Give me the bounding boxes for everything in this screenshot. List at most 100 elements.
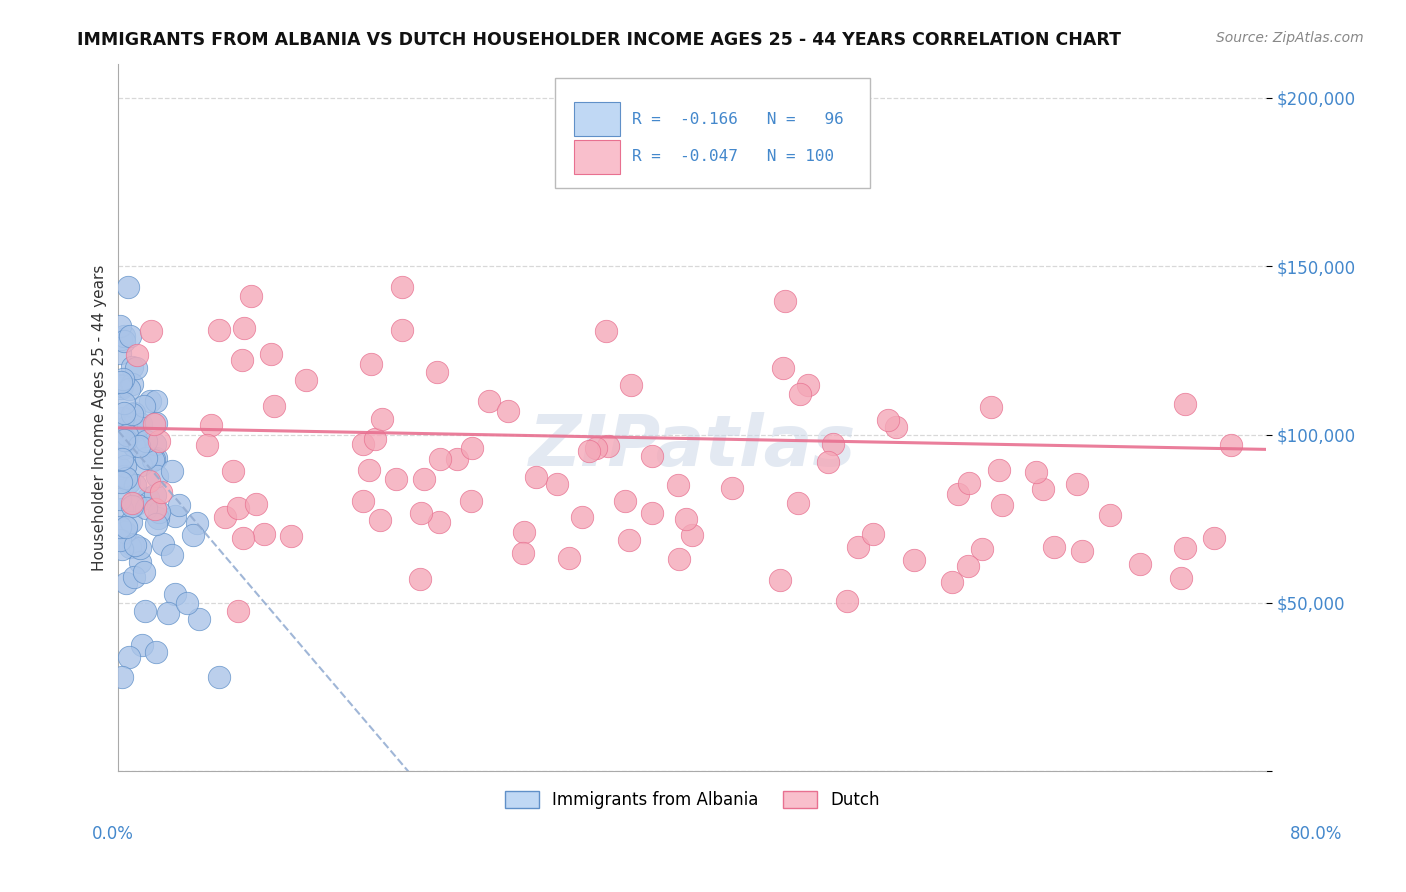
Point xyxy=(111,378,134,392)
Point xyxy=(115,520,138,534)
Point xyxy=(118,540,141,554)
Point xyxy=(162,549,184,563)
Point xyxy=(127,349,149,363)
Point xyxy=(1174,541,1197,556)
Point xyxy=(135,450,157,465)
Point xyxy=(352,494,374,508)
Text: Source: ZipAtlas.com: Source: ZipAtlas.com xyxy=(1216,31,1364,45)
Point xyxy=(110,375,132,389)
Point xyxy=(817,454,839,468)
Point xyxy=(114,434,136,448)
Point xyxy=(558,551,581,566)
Point xyxy=(846,541,869,555)
Point xyxy=(152,537,174,551)
Text: R =  -0.047   N = 100: R = -0.047 N = 100 xyxy=(631,149,834,164)
Point xyxy=(150,484,173,499)
Point xyxy=(110,381,132,395)
Point xyxy=(617,533,640,548)
FancyBboxPatch shape xyxy=(554,78,870,188)
Point xyxy=(111,542,134,557)
Point xyxy=(114,459,136,474)
Point xyxy=(115,428,138,442)
Point xyxy=(578,443,600,458)
Point xyxy=(641,450,664,464)
Point xyxy=(112,395,135,409)
Point xyxy=(108,345,131,359)
Point xyxy=(115,419,138,434)
Point xyxy=(941,574,963,589)
Point xyxy=(595,324,617,338)
Point xyxy=(460,494,482,508)
Point xyxy=(571,509,593,524)
Point xyxy=(1174,397,1197,411)
Point xyxy=(139,324,162,338)
FancyBboxPatch shape xyxy=(574,103,620,136)
Point xyxy=(135,434,157,449)
Point xyxy=(143,437,166,451)
Point xyxy=(118,475,141,489)
Point xyxy=(786,496,808,510)
Point xyxy=(280,529,302,543)
Point xyxy=(117,650,139,665)
Point xyxy=(110,332,132,346)
Point xyxy=(125,497,148,511)
Point xyxy=(384,472,406,486)
Point xyxy=(232,531,254,545)
Point xyxy=(114,525,136,540)
Text: 80.0%: 80.0% xyxy=(1291,825,1343,843)
Point xyxy=(585,441,607,455)
Point xyxy=(957,558,980,573)
Point xyxy=(112,406,135,420)
Point xyxy=(980,400,1002,414)
Point xyxy=(143,488,166,502)
Point xyxy=(124,538,146,552)
Point xyxy=(121,408,143,422)
Point xyxy=(1129,557,1152,571)
Point xyxy=(546,477,568,491)
Point xyxy=(115,433,138,447)
Point xyxy=(124,360,146,375)
Point xyxy=(165,509,187,524)
Point xyxy=(125,423,148,437)
Point xyxy=(135,500,157,515)
Point xyxy=(1032,482,1054,496)
Point xyxy=(1219,437,1241,451)
Point xyxy=(835,593,858,607)
Point xyxy=(112,469,135,483)
Point xyxy=(128,439,150,453)
Point xyxy=(136,491,159,505)
Point xyxy=(145,393,167,408)
Point xyxy=(821,437,844,451)
Point xyxy=(991,498,1014,512)
Point xyxy=(110,475,132,489)
Point xyxy=(181,527,204,541)
Point xyxy=(988,462,1011,476)
Point xyxy=(596,439,619,453)
Text: R =  -0.166   N =   96: R = -0.166 N = 96 xyxy=(631,112,844,127)
Point xyxy=(1170,571,1192,585)
Point xyxy=(208,670,231,684)
Point xyxy=(253,527,276,541)
Point xyxy=(121,359,143,374)
Point xyxy=(200,417,222,432)
Point xyxy=(186,516,208,530)
Point xyxy=(426,365,449,379)
Point xyxy=(129,541,152,555)
Point xyxy=(112,410,135,425)
Point xyxy=(117,382,139,396)
Point xyxy=(122,570,145,584)
Point xyxy=(391,323,413,337)
Point xyxy=(111,502,134,516)
Point xyxy=(1204,531,1226,545)
Point xyxy=(142,452,165,467)
Point xyxy=(139,393,162,408)
Point xyxy=(413,472,436,486)
Text: 0.0%: 0.0% xyxy=(91,825,134,843)
Point xyxy=(129,417,152,431)
Point xyxy=(143,452,166,467)
Point xyxy=(228,604,250,618)
Point xyxy=(112,334,135,349)
Point xyxy=(108,520,131,534)
Point xyxy=(446,451,468,466)
Point xyxy=(391,280,413,294)
